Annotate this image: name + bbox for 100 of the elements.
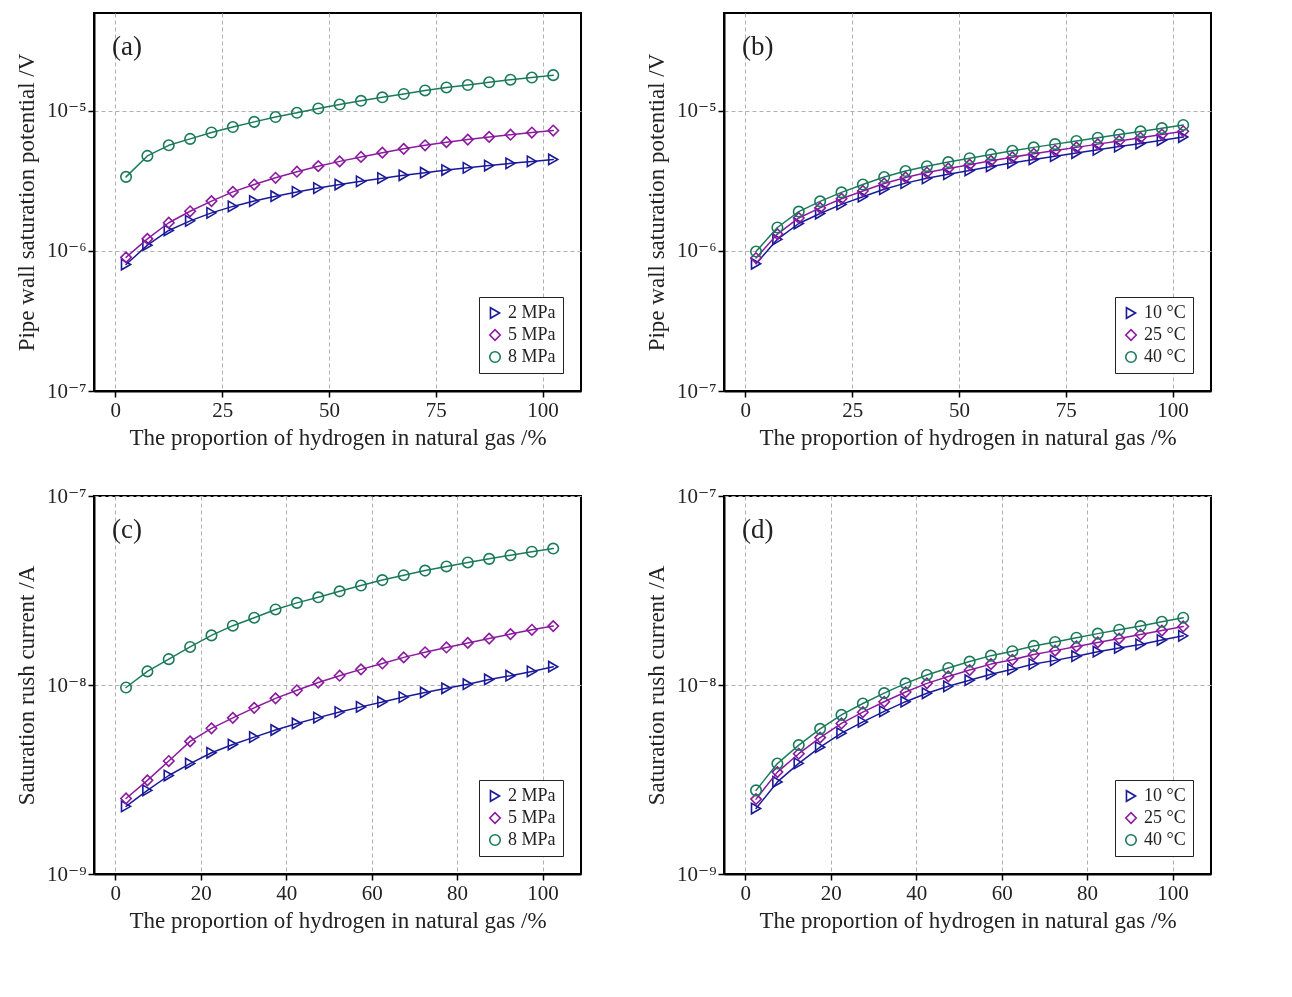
point <box>461 133 474 146</box>
point <box>1113 140 1125 153</box>
point <box>419 84 432 97</box>
point <box>920 160 933 173</box>
point <box>504 73 517 86</box>
point <box>856 178 869 191</box>
point <box>1177 130 1189 144</box>
point <box>1028 153 1040 166</box>
point <box>162 216 175 229</box>
point <box>248 115 261 128</box>
legend-label: 10 °C <box>1144 785 1186 805</box>
point <box>942 168 954 181</box>
point <box>419 564 432 577</box>
point <box>290 106 303 119</box>
point <box>985 160 997 173</box>
x-axis-title: The proportion of hydrogen in natural gas /% <box>759 907 1177 933</box>
point <box>377 695 388 709</box>
point <box>963 655 976 668</box>
point <box>1113 641 1125 655</box>
point <box>206 206 217 219</box>
point <box>270 190 281 203</box>
point <box>205 722 218 735</box>
point <box>376 657 389 670</box>
point <box>226 619 239 632</box>
point <box>899 171 912 184</box>
point <box>1027 648 1040 661</box>
point <box>333 155 346 168</box>
y-tick-label: 10⁻⁹ <box>47 861 87 886</box>
point <box>1155 128 1168 141</box>
x-axis-title: The proportion of hydrogen in natural gas /% <box>759 424 1177 450</box>
point <box>1177 629 1189 642</box>
point <box>461 556 474 569</box>
point <box>142 239 153 252</box>
point <box>269 692 282 705</box>
point <box>878 687 891 700</box>
point <box>419 646 432 659</box>
point <box>525 126 538 139</box>
point <box>750 257 762 270</box>
legend-label: 25 °C <box>1144 807 1186 827</box>
point <box>1006 645 1019 658</box>
point <box>419 686 431 699</box>
point <box>526 665 538 678</box>
point <box>856 184 869 198</box>
point <box>814 195 827 208</box>
legend-label: 10 °C <box>1144 302 1186 322</box>
point <box>750 245 763 258</box>
point <box>184 735 197 748</box>
point <box>899 677 912 690</box>
legend-label: 8 MPa <box>508 829 556 849</box>
point <box>1177 118 1190 131</box>
point <box>462 678 474 691</box>
x-tick-label: 100 <box>1157 397 1189 422</box>
point <box>312 160 325 173</box>
point <box>504 549 517 562</box>
point <box>525 545 538 558</box>
point <box>1091 131 1104 144</box>
point <box>141 774 154 787</box>
x-tick-label: 50 <box>948 397 970 422</box>
x-tick-label: 0 <box>740 397 752 422</box>
x-tick-label: 60 <box>991 880 1013 905</box>
point <box>397 651 410 664</box>
point <box>814 201 827 214</box>
point <box>483 632 496 645</box>
point <box>1135 137 1146 150</box>
point <box>835 192 848 205</box>
point <box>377 172 388 185</box>
point <box>856 697 869 710</box>
point <box>835 708 848 721</box>
x-tick-label: 60 <box>361 880 383 905</box>
x-tick-label: 100 <box>1157 880 1189 905</box>
x-tick-label: 50 <box>318 397 340 422</box>
x-tick-label: 75 <box>1055 397 1077 422</box>
y-axis-title: Saturation rush current /A <box>644 565 670 806</box>
legend-label: 40 °C <box>1144 346 1186 366</box>
y-tick-label: 10⁻⁶ <box>677 238 717 263</box>
point <box>856 706 869 719</box>
point <box>226 185 239 198</box>
point <box>1071 650 1082 663</box>
point <box>772 233 783 246</box>
point <box>750 802 762 815</box>
point <box>547 620 560 633</box>
point <box>1113 128 1126 141</box>
point <box>857 715 869 728</box>
point <box>547 542 560 555</box>
legend-label: 2 MPa <box>508 785 556 805</box>
point <box>440 81 453 94</box>
y-axis-title: Saturation rush current /A <box>14 565 40 806</box>
y-tick-label: 10⁻⁵ <box>47 98 87 123</box>
point <box>1049 644 1062 657</box>
x-tick-label: 0 <box>110 880 122 905</box>
point <box>1049 150 1061 163</box>
point <box>1092 143 1104 156</box>
point <box>184 132 197 145</box>
point <box>750 793 763 806</box>
point <box>184 214 196 227</box>
point <box>376 146 389 159</box>
legend-label: 8 MPa <box>508 346 556 366</box>
point <box>1113 623 1126 636</box>
point <box>312 711 324 724</box>
point <box>354 150 368 163</box>
